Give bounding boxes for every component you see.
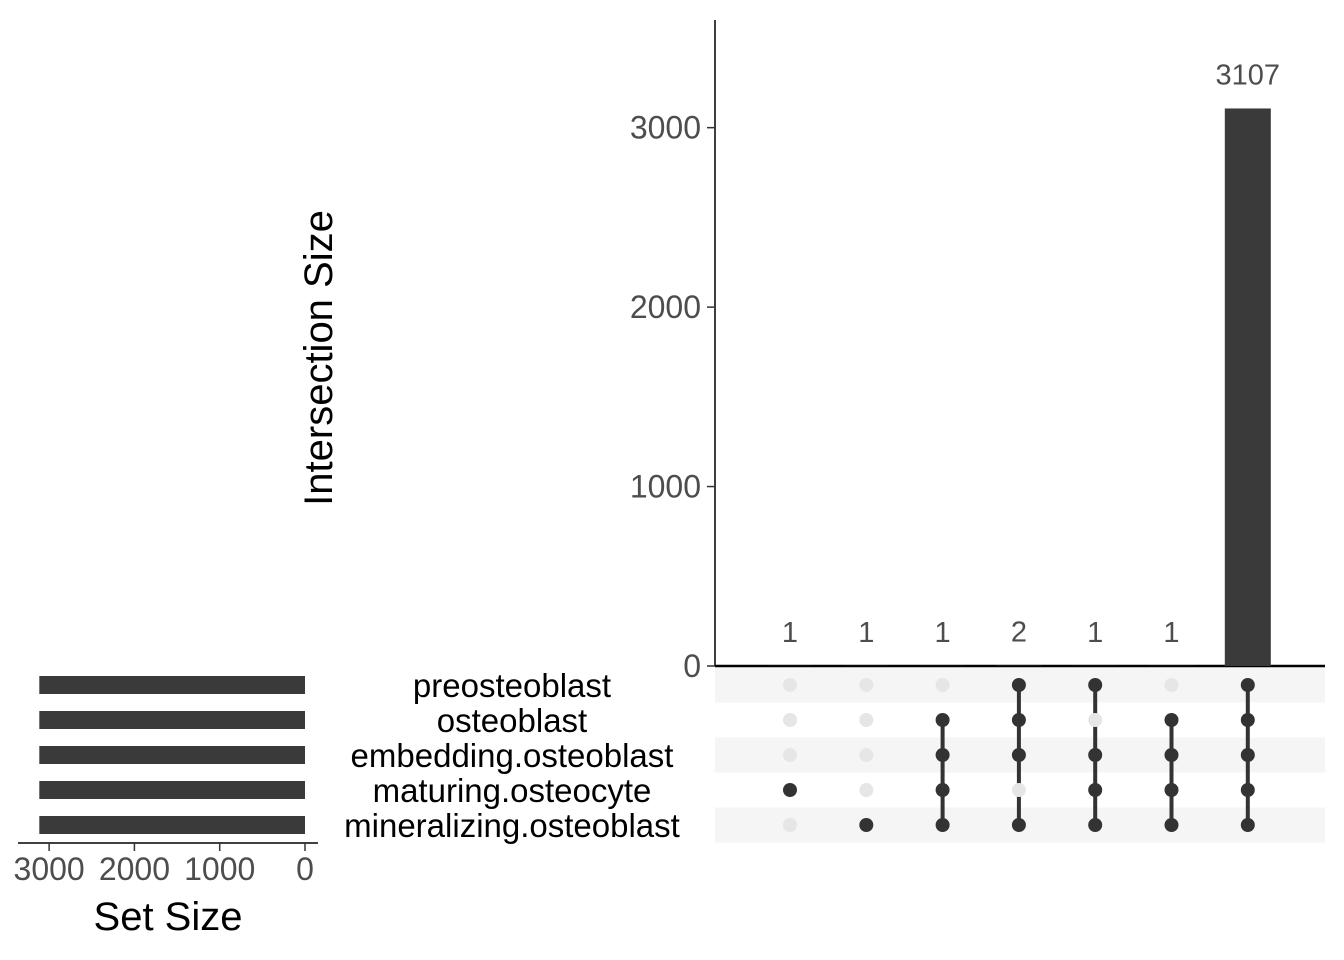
intersection-bar-label-7: 3107	[1216, 59, 1281, 91]
matrix-dot-4-embedding-osteoblast	[1011, 748, 1026, 762]
set-size-title: Set Size	[94, 895, 243, 939]
set-label-osteoblast: osteoblast	[437, 702, 587, 739]
matrix-dot-5-preosteoblast	[1088, 678, 1103, 692]
matrix-dot-4-osteoblast	[1011, 713, 1026, 727]
y-tick-label-3000: 3000	[630, 110, 701, 146]
matrix-dot-6-osteoblast	[1164, 713, 1179, 727]
matrix-dot-1-mineralizing-osteoblast	[783, 818, 797, 832]
set-label-maturing-osteocyte: maturing.osteocyte	[373, 772, 652, 809]
membership-matrix	[783, 678, 1255, 832]
matrix-dot-2-maturing-osteocyte	[859, 783, 874, 797]
matrix-dot-4-maturing-osteocyte	[1011, 783, 1026, 797]
matrix-dot-7-osteoblast	[1240, 713, 1255, 727]
intersection-bar-label-6: 1	[1163, 617, 1179, 649]
matrix-dot-6-embedding-osteoblast	[1164, 748, 1179, 762]
matrix-dot-2-preosteoblast	[859, 678, 874, 692]
matrix-dot-5-maturing-osteocyte	[1088, 783, 1103, 797]
intersection-bar-label-3: 1	[935, 617, 951, 649]
matrix-dot-7-embedding-osteoblast	[1240, 748, 1255, 762]
matrix-dot-3-mineralizing-osteoblast	[935, 818, 950, 832]
matrix-dot-6-mineralizing-osteoblast	[1164, 818, 1179, 832]
set-size-tick-label-1000: 1000	[184, 851, 255, 887]
set-label-mineralizing-osteoblast: mineralizing.osteoblast	[344, 807, 680, 844]
set-label-embedding-osteoblast: embedding.osteoblast	[351, 737, 674, 774]
y-tick-label-2000: 2000	[630, 289, 701, 325]
y-tick-label-1000: 1000	[630, 469, 701, 505]
matrix-dot-5-osteoblast	[1088, 713, 1103, 727]
intersection-bar-7	[1224, 108, 1271, 666]
intersection-bar-label-4: 2	[1011, 617, 1027, 649]
intersection-bars	[767, 108, 1271, 666]
matrix-dot-2-osteoblast	[859, 713, 874, 727]
matrix-dot-1-maturing-osteocyte	[783, 783, 797, 797]
matrix-dot-7-maturing-osteocyte	[1240, 783, 1255, 797]
set-labels: preosteoblastosteoblastembedding.osteobl…	[344, 667, 680, 844]
intersection-bar-labels: 1 1 1 2 1 1 3107	[782, 59, 1280, 648]
set-label-preosteoblast: preosteoblast	[413, 667, 611, 704]
set-size-bar-mineralizing-osteoblast	[39, 816, 305, 834]
matrix-dot-7-preosteoblast	[1240, 678, 1255, 692]
set-size-bar-embedding-osteoblast	[39, 746, 305, 764]
y-tick-label-0: 0	[683, 648, 701, 684]
set-size-axis: 3000 2000 1000 0	[14, 842, 318, 887]
matrix-dot-3-preosteoblast	[935, 678, 950, 692]
matrix-dot-3-embedding-osteoblast	[935, 748, 950, 762]
intersection-bar-label-1: 1	[782, 617, 798, 649]
matrix-dot-4-preosteoblast	[1011, 678, 1026, 692]
intersection-bar-label-5: 1	[1087, 617, 1103, 649]
y-axis-title: Intersection Size	[297, 210, 341, 506]
set-size-tick-label-0: 0	[296, 851, 314, 887]
matrix-dot-6-preosteoblast	[1164, 678, 1179, 692]
matrix-dot-5-mineralizing-osteoblast	[1088, 818, 1103, 832]
set-size-bar-osteoblast	[39, 711, 305, 729]
set-size-tick-label-2000: 2000	[99, 851, 170, 887]
matrix-dot-2-mineralizing-osteoblast	[859, 818, 874, 832]
matrix-dot-1-osteoblast	[783, 713, 797, 727]
matrix-dot-5-embedding-osteoblast	[1088, 748, 1103, 762]
matrix-dot-3-maturing-osteocyte	[935, 783, 950, 797]
matrix-dot-2-embedding-osteoblast	[859, 748, 874, 762]
set-size-bars	[39, 676, 305, 834]
matrix-dot-1-embedding-osteoblast	[783, 748, 797, 762]
matrix-dot-4-mineralizing-osteoblast	[1011, 818, 1026, 832]
matrix-dot-6-maturing-osteocyte	[1164, 783, 1179, 797]
matrix-dot-1-preosteoblast	[783, 678, 797, 692]
matrix-dot-3-osteoblast	[935, 713, 950, 727]
matrix-dot-7-mineralizing-osteoblast	[1240, 818, 1255, 832]
intersection-bar-label-2: 1	[858, 617, 874, 649]
set-size-tick-label-3000: 3000	[14, 851, 85, 887]
set-size-bar-preosteoblast	[39, 676, 305, 694]
set-size-bar-maturing-osteocyte	[39, 781, 305, 799]
